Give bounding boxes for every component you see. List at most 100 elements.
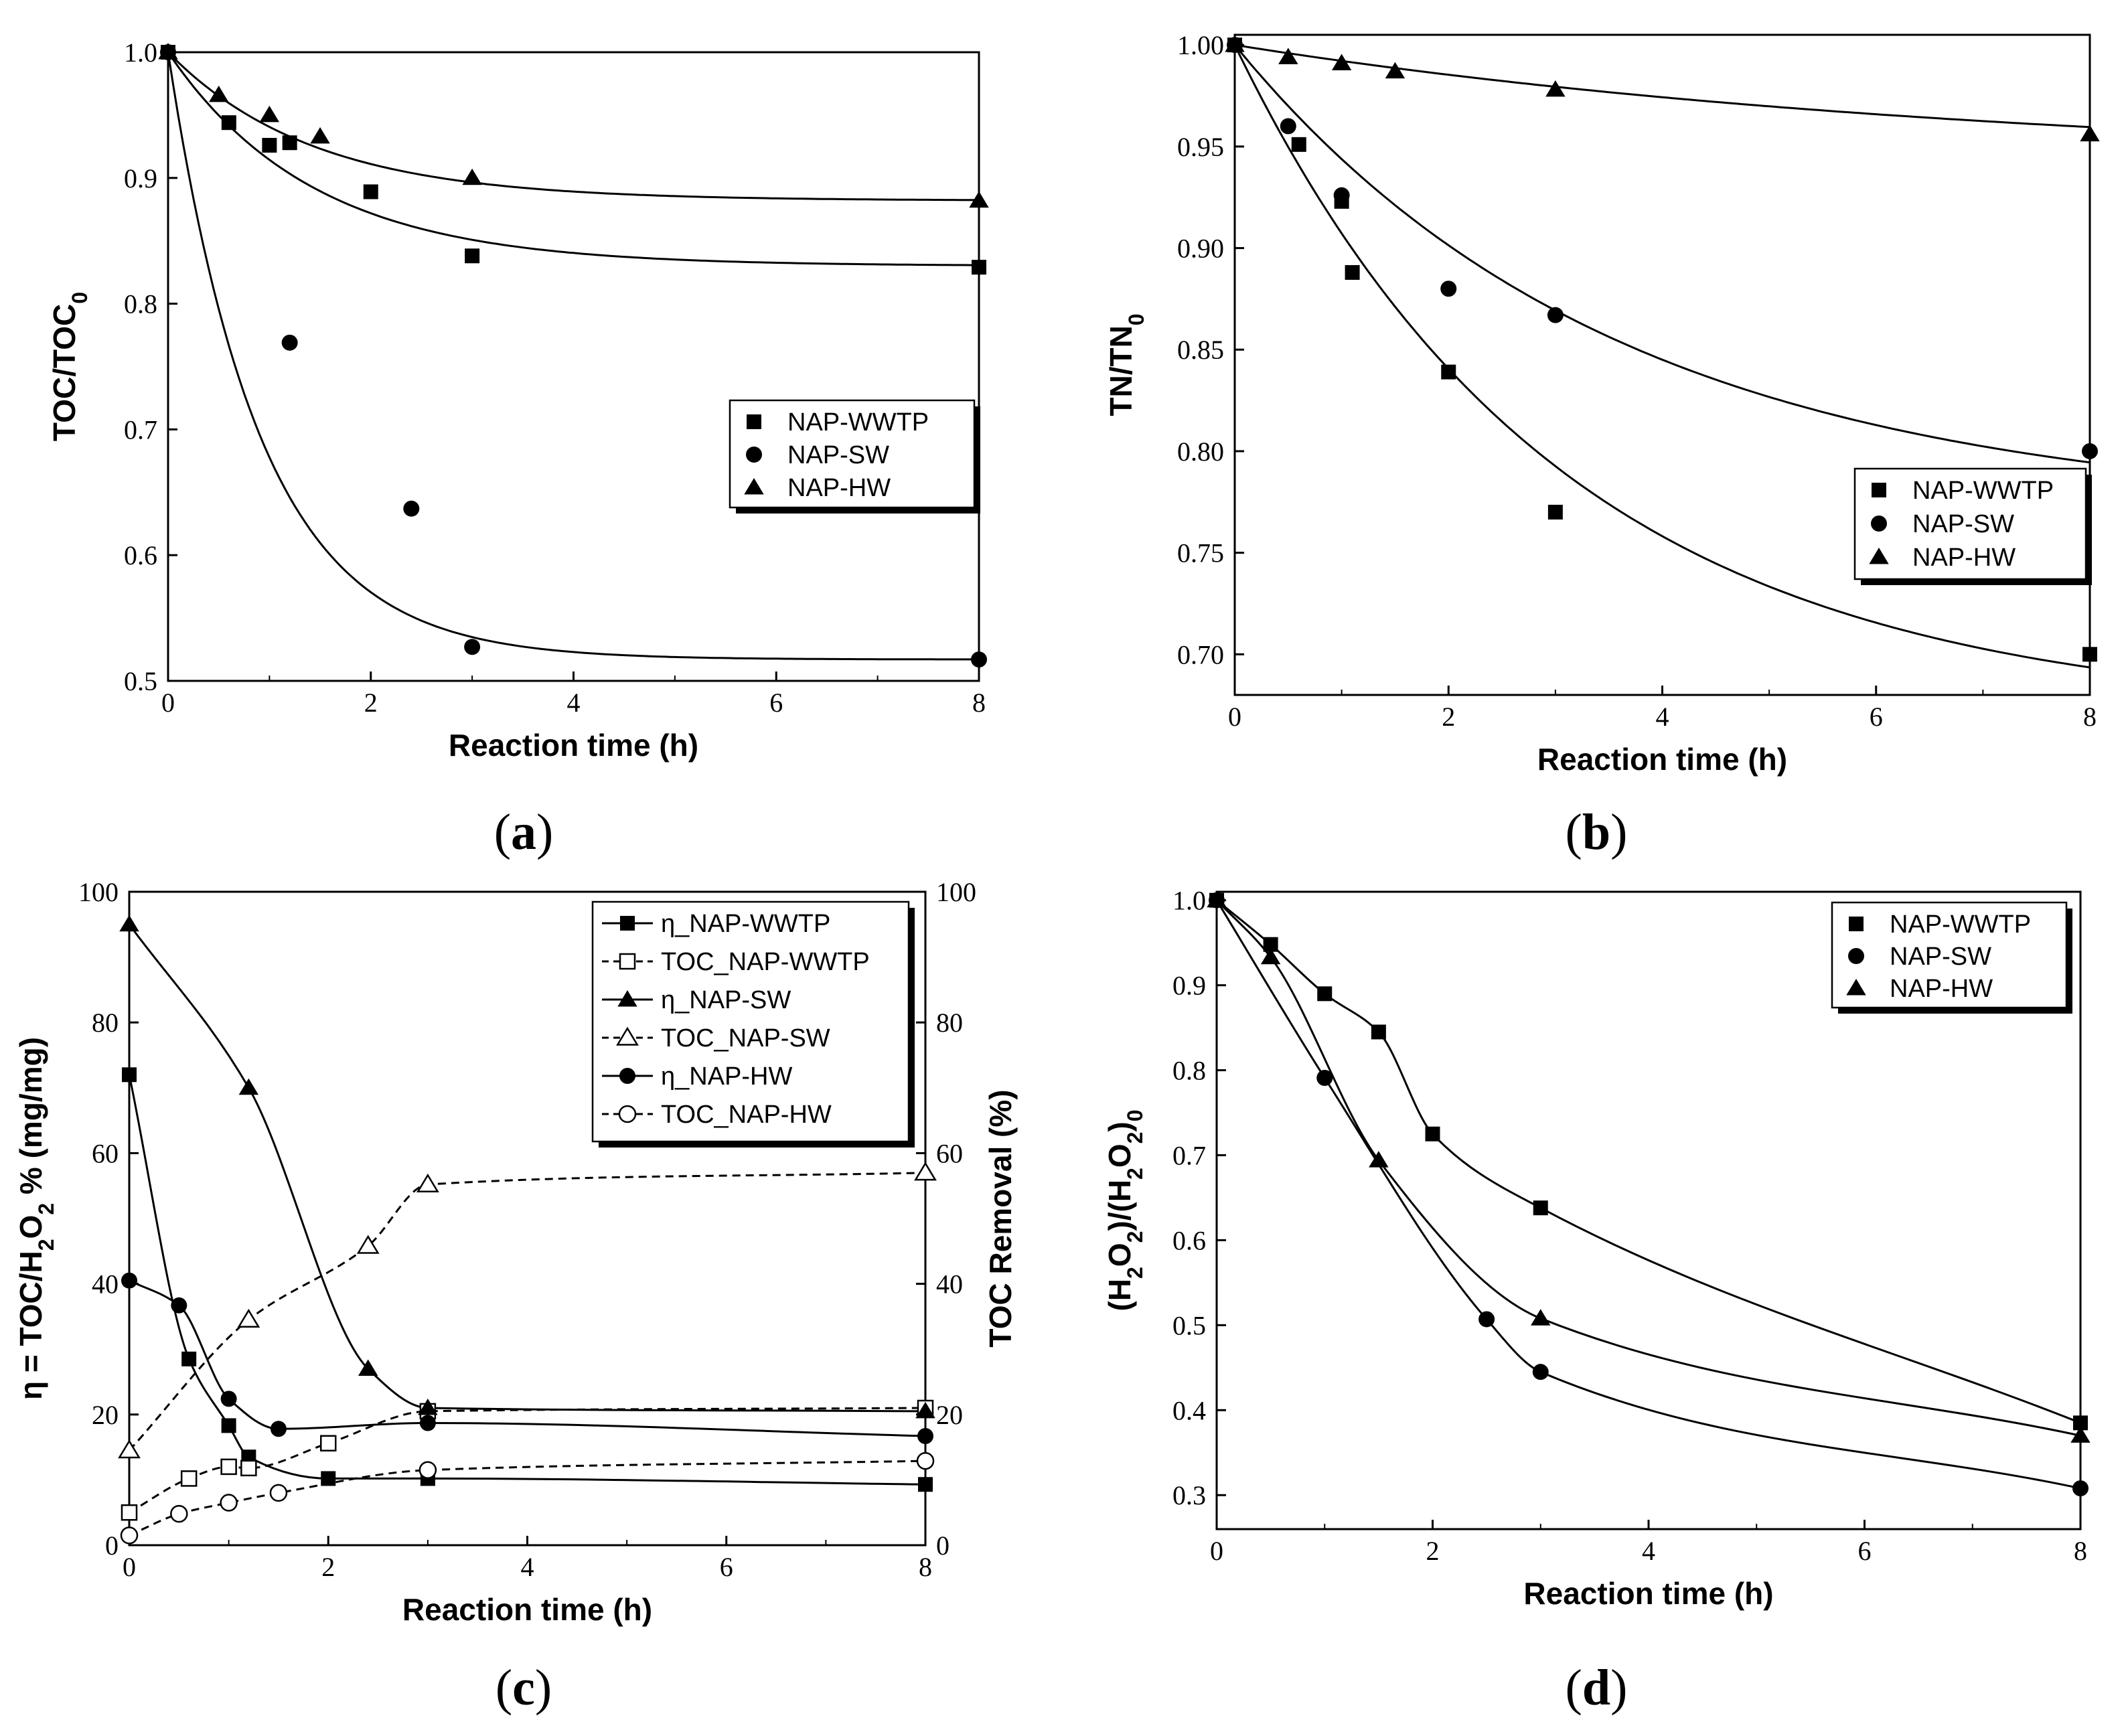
data-point-c-2 [238, 1078, 259, 1095]
data-point-d-2 [1260, 947, 1281, 965]
data-point-c-2 [418, 1399, 438, 1415]
y-tick-label-b: 1.00 [1177, 30, 1224, 60]
data-point-c-5 [170, 1504, 188, 1523]
data-point-b-0 [1291, 137, 1306, 152]
data-point-a-2 [208, 85, 229, 102]
data-point-c-5 [269, 1484, 288, 1502]
data-point-d-0 [2073, 1415, 2088, 1431]
data-point-a-2 [158, 43, 178, 60]
data-point-c-4 [220, 1391, 237, 1407]
data-point-c-3 [416, 1173, 439, 1192]
fit-curve-a-0 [167, 52, 980, 266]
panel-label-d: (d) [1566, 1660, 1628, 1716]
data-point-a-2 [310, 127, 330, 144]
legend-label-c: η_NAP-SW [661, 986, 791, 1014]
data-point-d-2 [1369, 1151, 1389, 1168]
data-point-d-1 [1316, 1069, 1333, 1086]
x-tick-label-c: 0 [123, 1552, 136, 1582]
y-tick-label-a: 0.5 [124, 666, 157, 696]
x-tick-label-c: 8 [919, 1552, 932, 1582]
data-point-a-0 [465, 248, 480, 264]
data-point-c-5 [916, 1451, 935, 1470]
y-tick-label-c: 80 [92, 1008, 119, 1038]
data-point-b-1 [1280, 118, 1296, 135]
y-tick-label-d: 1.0 [1172, 886, 1206, 916]
x-tick-label-a: 2 [364, 688, 378, 718]
data-point-b-0 [1547, 504, 1563, 520]
x-tick-label-d: 0 [1210, 1536, 1223, 1566]
data-point-d-2 [1207, 890, 1227, 908]
x-tick-label-b: 8 [2083, 702, 2097, 732]
y2-tick-label-c: 20 [936, 1400, 963, 1430]
data-point-c-3 [237, 1308, 260, 1328]
data-point-c-0 [181, 1351, 197, 1366]
data-point-c-4 [171, 1297, 187, 1314]
data-point-b-0 [1345, 264, 1360, 280]
x-axis-label-d: Reaction time (h) [1523, 1576, 1773, 1611]
data-point-a-0 [972, 260, 986, 275]
legend-marker-a [744, 478, 764, 495]
data-point-b-2 [1278, 48, 1298, 64]
x-tick-label-b: 2 [1442, 702, 1455, 732]
data-point-a-1 [464, 639, 481, 655]
data-point-a-0 [262, 137, 277, 153]
legend-marker-b [1869, 548, 1889, 564]
data-point-b-1 [1440, 281, 1457, 297]
x-axis-label-c: Reaction time (h) [402, 1592, 652, 1627]
data-point-c-5 [120, 1526, 139, 1545]
data-point-c-1 [180, 1470, 198, 1487]
y2-axis-label-c: TOC Removal (%) [983, 1089, 1018, 1347]
data-point-b-1 [2082, 443, 2098, 459]
y2-tick-label-c: 40 [936, 1269, 963, 1299]
data-point-c-0 [221, 1418, 236, 1433]
legend-box-a [729, 399, 976, 509]
data-point-c-2 [119, 915, 139, 932]
legend-label-c: η_NAP-HW [661, 1062, 792, 1091]
data-point-d-2 [1531, 1309, 1551, 1326]
data-point-d-0 [1317, 986, 1333, 1002]
panel-label-c: (c) [496, 1660, 552, 1716]
y-axis-label-d: (H2O2)/(H2O2)0 [1102, 1109, 1147, 1311]
data-point-b-2 [1331, 54, 1352, 70]
y-tick-label-d: 0.8 [1172, 1056, 1206, 1086]
y-tick-label-d: 0.6 [1172, 1225, 1206, 1255]
data-point-c-3 [356, 1235, 380, 1254]
legend-marker-c [619, 953, 636, 970]
y-axis-label-a: TOC/TOC0 [47, 292, 92, 441]
y-tick-label-b: 0.85 [1177, 335, 1224, 365]
data-point-d-1 [1478, 1311, 1495, 1328]
y2-tick-label-c: 80 [936, 1008, 963, 1038]
y-tick-label-b: 0.90 [1177, 234, 1224, 264]
legend-marker-a [746, 447, 762, 463]
data-point-c-1 [121, 1504, 138, 1521]
data-point-c-4 [917, 1428, 933, 1445]
data-point-c-4 [419, 1415, 436, 1431]
x-axis-label-b: Reaction time (h) [1537, 742, 1787, 777]
legend-label-a: NAP-SW [787, 441, 889, 469]
legend-label-b: NAP-HW [1912, 544, 2016, 572]
y-tick-label-a: 0.7 [124, 414, 157, 445]
data-point-c-3 [914, 1162, 937, 1181]
y2-tick-label-c: 0 [936, 1530, 950, 1561]
data-point-c-2 [358, 1359, 378, 1376]
fit-curve-a-1 [167, 52, 979, 661]
data-point-c-4 [121, 1272, 137, 1289]
fit-curve-c-0 [128, 1074, 926, 1486]
fit-curve-d-0 [1216, 899, 2081, 1424]
fit-curve-b-0 [1233, 44, 2091, 669]
data-point-d-1 [2072, 1480, 2089, 1497]
y-tick-label-b: 0.75 [1177, 538, 1224, 568]
x-tick-label-a: 0 [161, 688, 175, 718]
panel-label-b: (b) [1566, 804, 1628, 860]
data-point-a-2 [462, 168, 482, 185]
data-point-c-4 [270, 1421, 287, 1437]
legend-marker-c [618, 1105, 637, 1123]
fit-curve-b-1 [1233, 44, 2091, 464]
legend-marker-a [747, 414, 761, 429]
legend-label-a: NAP-WWTP [787, 408, 929, 437]
legend-label-c: TOC_NAP-WWTP [661, 948, 870, 976]
data-point-c-3 [118, 1439, 141, 1459]
data-point-c-5 [419, 1461, 437, 1480]
data-point-d-0 [1533, 1200, 1548, 1216]
